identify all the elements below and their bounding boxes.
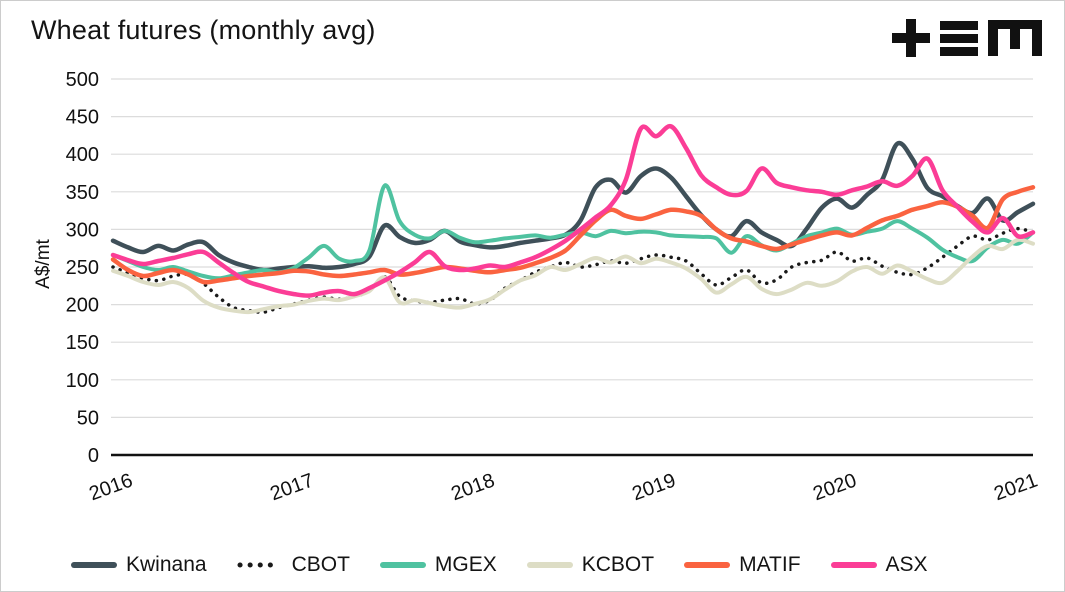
x-tick-label: 2021 [991,469,1040,505]
y-tick-label: 250 [66,257,99,279]
legend-item-asx: ASX [830,553,928,577]
legend-item-matif: MATIF [684,553,801,577]
y-tick-label: 100 [66,370,99,392]
x-tick-label: 2020 [810,469,859,505]
y-tick-label: 450 [66,107,99,129]
y-tick-label: 0 [88,445,99,467]
x-tick-label: 2016 [86,469,135,505]
series-line-kcbot [111,237,1035,315]
y-tick-label: 400 [66,144,99,166]
legend-label-matif: MATIF [739,553,801,576]
legend-item-mgex: MGEX [379,553,497,577]
x-tick-label: 2019 [629,469,678,505]
legend-item-cbot: CBOT [237,553,350,577]
y-tick-label: 350 [66,182,99,204]
legend-label-kwinana: Kwinana [126,553,207,576]
y-tick-label: 150 [66,332,99,354]
y-tick-label: 300 [66,219,99,241]
x-tick-label: 2018 [448,469,497,505]
legend-item-kwinana: Kwinana [71,553,207,577]
y-tick-label: 50 [77,407,99,429]
series-line-matif [110,185,1036,285]
legend-label-asx: ASX [885,553,928,576]
line-chart-plot: 0 50 100 150 200 250 300 350 400 450 500 2016 2017 20… [66,69,1041,505]
chart-title: Wheat futures (monthly avg) [31,15,376,45]
series-line-cbot [111,226,1035,314]
chart-header: Wheat futures (monthly avg) [31,15,1042,61]
series-line-asx [110,123,1036,298]
legend-label-kcbot: KCBOT [581,553,655,576]
tem-logo-icon [892,19,1042,57]
legend-label-cbot: CBOT [291,553,350,576]
x-tick-label: 2017 [267,469,316,505]
legend-item-kcbot: KCBOT [526,553,655,577]
y-tick-label: 500 [66,69,99,91]
series-line-kwinana [110,140,1036,273]
tem-logo [892,15,1042,61]
legend-label-mgex: MGEX [434,553,497,576]
legend: Kwinana CBOT MGEX KCBOT MATIF ASX [71,553,928,577]
y-tick-label: 200 [66,295,99,317]
